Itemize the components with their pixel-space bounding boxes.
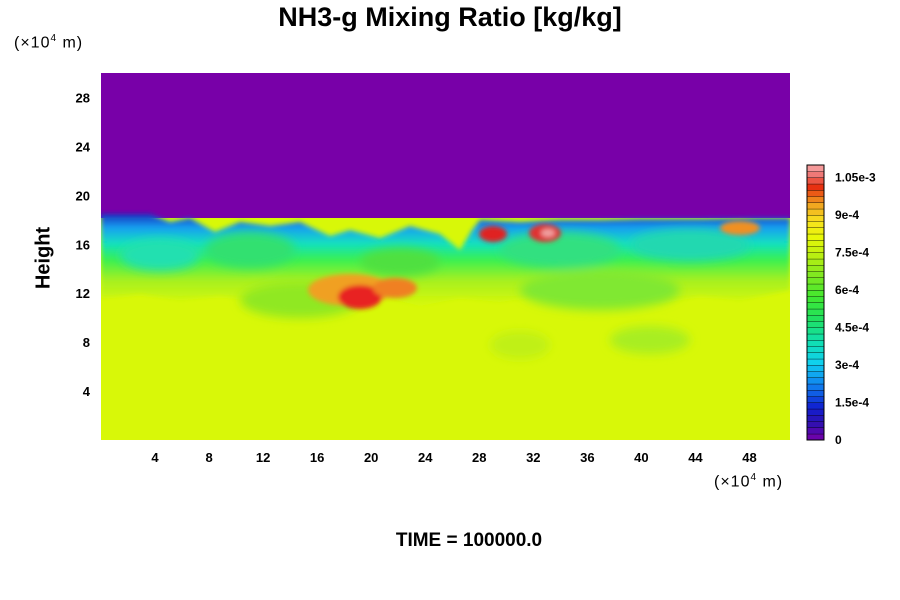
y-tick-label: 16	[76, 237, 90, 252]
y-axis: 4 8 12 16 20 24 28	[76, 90, 91, 399]
x-tick-label: 8	[205, 450, 212, 465]
heatmap-field	[101, 73, 790, 440]
colorbar-band	[806, 233, 825, 241]
colorbar-band	[806, 264, 825, 272]
x-tick-label: 48	[742, 450, 756, 465]
x-axis: 4 8 12 16 20 24 28 32 36 40 44 48	[151, 450, 756, 465]
colorbar-band	[806, 258, 825, 266]
x-tick-label: 16	[310, 450, 324, 465]
colorbar-band	[806, 296, 825, 304]
colorbar-band	[806, 246, 825, 254]
y-tick-label: 8	[83, 335, 90, 350]
colorbar-band	[806, 208, 825, 216]
y-tick-label: 28	[76, 90, 90, 105]
colorbar-band	[806, 302, 825, 310]
x-axis-unit: (×104 m)	[714, 472, 784, 491]
colorbar-band	[806, 214, 825, 222]
colorbar-frame	[806, 164, 825, 441]
colorbar-band	[806, 171, 825, 179]
colorbar-band	[806, 189, 825, 197]
y-tick-label: 4	[83, 384, 91, 399]
colorbar-band	[806, 402, 825, 410]
colorbar-band	[806, 421, 825, 429]
time-label: TIME = 100000.0	[395, 530, 543, 551]
colorbar-band	[806, 414, 825, 422]
colorbar-band	[806, 346, 825, 354]
colorbar-band	[806, 221, 825, 229]
x-tick-label: 12	[256, 450, 270, 465]
x-tick-label: 4	[151, 450, 159, 465]
colorbar-band	[806, 196, 825, 204]
colorbar-band	[806, 433, 825, 441]
colorbar-band	[806, 364, 825, 372]
colorbar-band	[806, 239, 825, 247]
region-upper	[101, 73, 790, 218]
colorbar-band	[806, 283, 825, 291]
colorbar-band	[806, 227, 825, 235]
colorbar-band	[806, 389, 825, 397]
colorbar-band	[806, 327, 825, 335]
colorbar-band	[806, 321, 825, 329]
colorbar-band	[806, 371, 825, 379]
high-value-patches	[308, 221, 760, 309]
colorbar-band	[806, 427, 825, 435]
colorbar-tick-label: 4.5e-4	[835, 321, 869, 335]
colorbar-band	[806, 289, 825, 297]
y-axis-unit: (×104 m)	[14, 33, 84, 52]
green-swirls	[120, 229, 750, 359]
colorbar-band	[806, 277, 825, 285]
colorbar-band	[806, 252, 825, 260]
colorbar-band	[806, 352, 825, 360]
colorbar-band	[806, 408, 825, 416]
x-tick-label: 36	[580, 450, 594, 465]
colorbar-band	[806, 339, 825, 347]
x-tick-label: 28	[472, 450, 486, 465]
colorbar-band	[806, 383, 825, 391]
x-tick-label: 32	[526, 450, 540, 465]
colorbar-band	[806, 396, 825, 404]
colorbar-band	[806, 358, 825, 366]
colorbar-band	[806, 202, 825, 210]
colorbar-tick-label: 3e-4	[835, 358, 859, 372]
colorbar-band	[806, 177, 825, 185]
colorbar-tick-label: 9e-4	[835, 208, 859, 222]
colorbar-tick-label: 6e-4	[835, 283, 859, 297]
colorbar-band	[806, 271, 825, 279]
y-tick-label: 12	[76, 286, 90, 301]
chart-title: NH3-g Mixing Ratio [kg/kg]	[278, 2, 622, 32]
colorbar-band	[806, 377, 825, 385]
colorbar: 0 1.5e-4 3e-4 4.5e-4 6e-4 7.5e-4 9e-4 1.05e-3	[806, 164, 876, 447]
colorbar-band	[806, 183, 825, 191]
colorbar-band	[806, 164, 825, 172]
x-tick-label: 40	[634, 450, 648, 465]
y-tick-label: 20	[76, 188, 90, 203]
x-tick-label: 44	[688, 450, 703, 465]
y-tick-label: 24	[76, 139, 91, 154]
colorbar-tick-label: 1.5e-4	[835, 396, 869, 410]
colorbar-tick-label: 0	[835, 433, 842, 447]
colorbar-tick-label: 7.5e-4	[835, 246, 869, 260]
colorbar-tick-label: 1.05e-3	[835, 171, 876, 185]
colorbar-band	[806, 314, 825, 322]
colorbar-band	[806, 308, 825, 316]
x-tick-label: 24	[418, 450, 433, 465]
x-tick-label: 20	[364, 450, 378, 465]
colorbar-band	[806, 333, 825, 341]
